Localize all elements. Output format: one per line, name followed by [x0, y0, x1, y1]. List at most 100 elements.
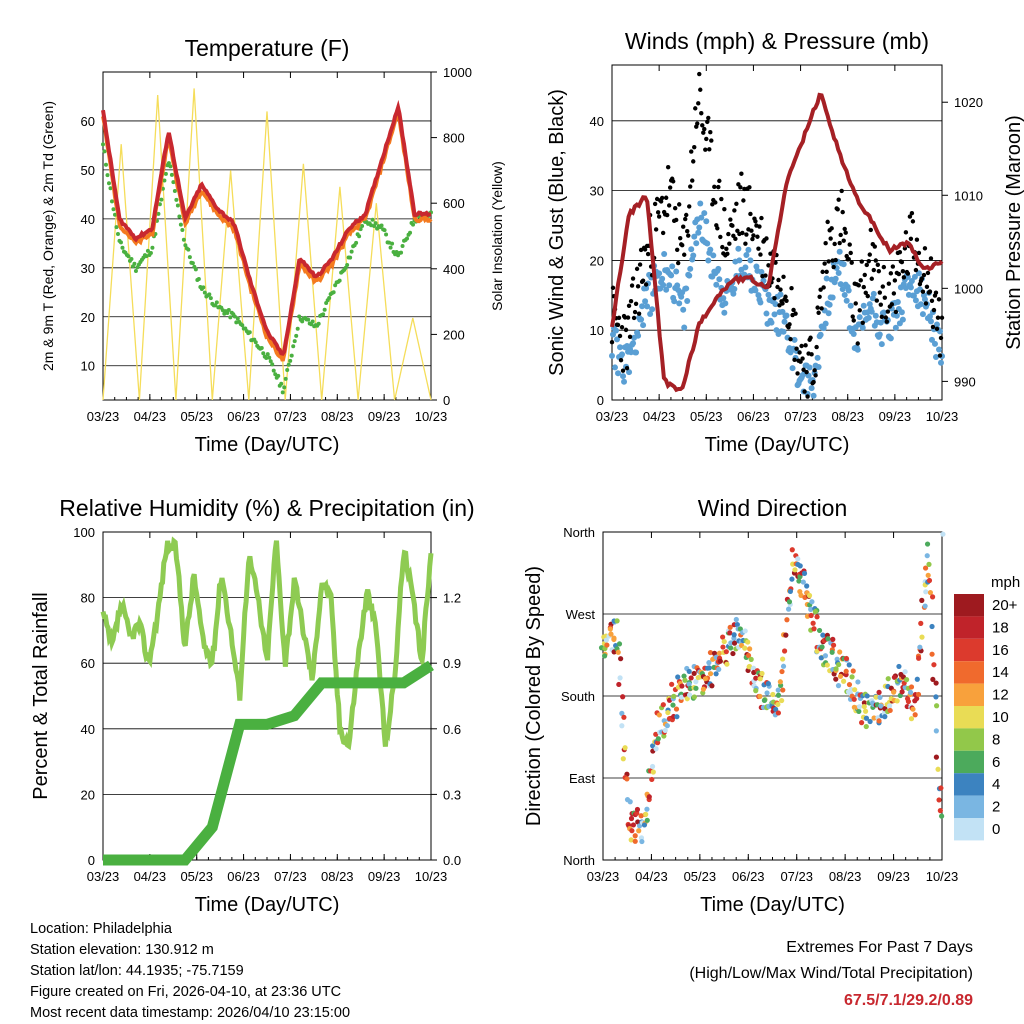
dewpoint-point: [280, 390, 285, 395]
gust-point: [635, 284, 641, 289]
dewpoint-point: [105, 173, 110, 178]
wind-point: [777, 291, 784, 298]
wind-point: [854, 346, 861, 353]
gust-point: [687, 204, 692, 209]
gust-point: [863, 290, 868, 296]
gust-point: [871, 267, 876, 273]
gust-point: [857, 308, 862, 313]
gust-point: [794, 346, 799, 351]
direction-point: [665, 709, 671, 716]
y-tick-label: 30: [81, 261, 95, 276]
dewpoint-point: [106, 181, 111, 186]
wind-point: [859, 324, 866, 331]
y-right-tick-label: 1000: [443, 65, 472, 80]
gust-point: [727, 241, 732, 246]
direction-point: [922, 565, 929, 571]
dewpoint-point: [268, 359, 273, 364]
gust-point: [938, 335, 944, 341]
direction-point: [859, 720, 865, 726]
direction-point: [926, 577, 933, 584]
direction-point: [674, 714, 680, 720]
direction-point: [693, 685, 699, 691]
dewpoint-point: [228, 315, 233, 320]
wind-point: [837, 281, 844, 288]
dewpoint-point: [282, 385, 287, 390]
direction-point: [650, 769, 656, 775]
dewpoint-point: [382, 228, 387, 233]
wind-point: [703, 218, 710, 225]
gust-point: [724, 246, 729, 252]
dewpoint-point: [225, 310, 230, 315]
direction-point: [938, 785, 944, 791]
wind-point: [720, 295, 727, 302]
colorbar-label: 12: [992, 687, 1009, 704]
gust-point: [691, 159, 696, 164]
gust-point: [628, 298, 634, 304]
wind-point: [763, 310, 770, 317]
gust-point: [748, 211, 753, 217]
wind-point: [684, 298, 691, 305]
direction-point: [908, 716, 915, 722]
wind-point: [609, 352, 615, 359]
dewpoint-point: [411, 222, 416, 227]
gust-point: [766, 263, 771, 268]
direction-point: [717, 658, 723, 664]
direction-point: [784, 617, 790, 623]
y-tick-label: North: [563, 525, 595, 540]
wind-point: [814, 354, 821, 361]
direction-point: [907, 689, 914, 695]
y-tick-label: 50: [81, 163, 95, 178]
dewpoint-point: [234, 320, 239, 325]
gust-point: [910, 219, 916, 224]
gust-point: [753, 219, 758, 224]
wind-point: [736, 257, 743, 264]
gust-point: [892, 278, 898, 283]
direction-point: [777, 679, 783, 685]
direction-point: [819, 644, 825, 650]
direction-point: [632, 838, 638, 844]
wind-point: [841, 291, 848, 298]
dewpoint-point: [115, 231, 120, 236]
gust-point: [851, 318, 856, 323]
gust-point: [873, 258, 878, 263]
dewpoint-point: [166, 161, 171, 166]
gust-point: [734, 201, 739, 206]
wind-point: [779, 308, 786, 315]
gust-point: [914, 237, 920, 242]
wind-point: [731, 286, 738, 293]
gust-point: [921, 272, 927, 278]
direction-point: [706, 660, 712, 666]
gust-point: [784, 298, 789, 304]
dewpoint-point: [159, 197, 164, 202]
direction-point: [727, 624, 733, 630]
gust-point: [934, 326, 940, 332]
gust-point: [642, 247, 648, 252]
direction-point: [846, 662, 852, 668]
gust-point: [696, 101, 701, 106]
gust-point: [609, 339, 615, 345]
wind-point: [935, 346, 942, 353]
wind-point: [639, 303, 646, 310]
direction-point: [649, 763, 656, 770]
direction-point: [761, 697, 768, 704]
wind-point: [919, 311, 926, 318]
wind-point: [707, 246, 714, 253]
series-precip: [103, 660, 434, 866]
y-right-axis-label-1: Solar Insolation (Yellow): [489, 161, 505, 311]
y-right-tick-label: 600: [443, 196, 465, 211]
gust-point: [755, 234, 760, 239]
dewpoint-point: [408, 230, 413, 235]
direction-point: [814, 614, 820, 620]
direction-point: [632, 833, 638, 839]
direction-point: [742, 628, 748, 634]
y-tick-label: West: [566, 607, 596, 622]
direction-point: [863, 723, 869, 730]
gust-point: [722, 206, 727, 212]
direction-point: [759, 670, 765, 677]
direction-point: [691, 670, 697, 677]
gust-point: [819, 306, 824, 311]
dewpoint-point: [348, 255, 353, 260]
direction-point: [914, 676, 920, 682]
direction-point: [804, 583, 810, 589]
direction-point: [775, 687, 781, 693]
